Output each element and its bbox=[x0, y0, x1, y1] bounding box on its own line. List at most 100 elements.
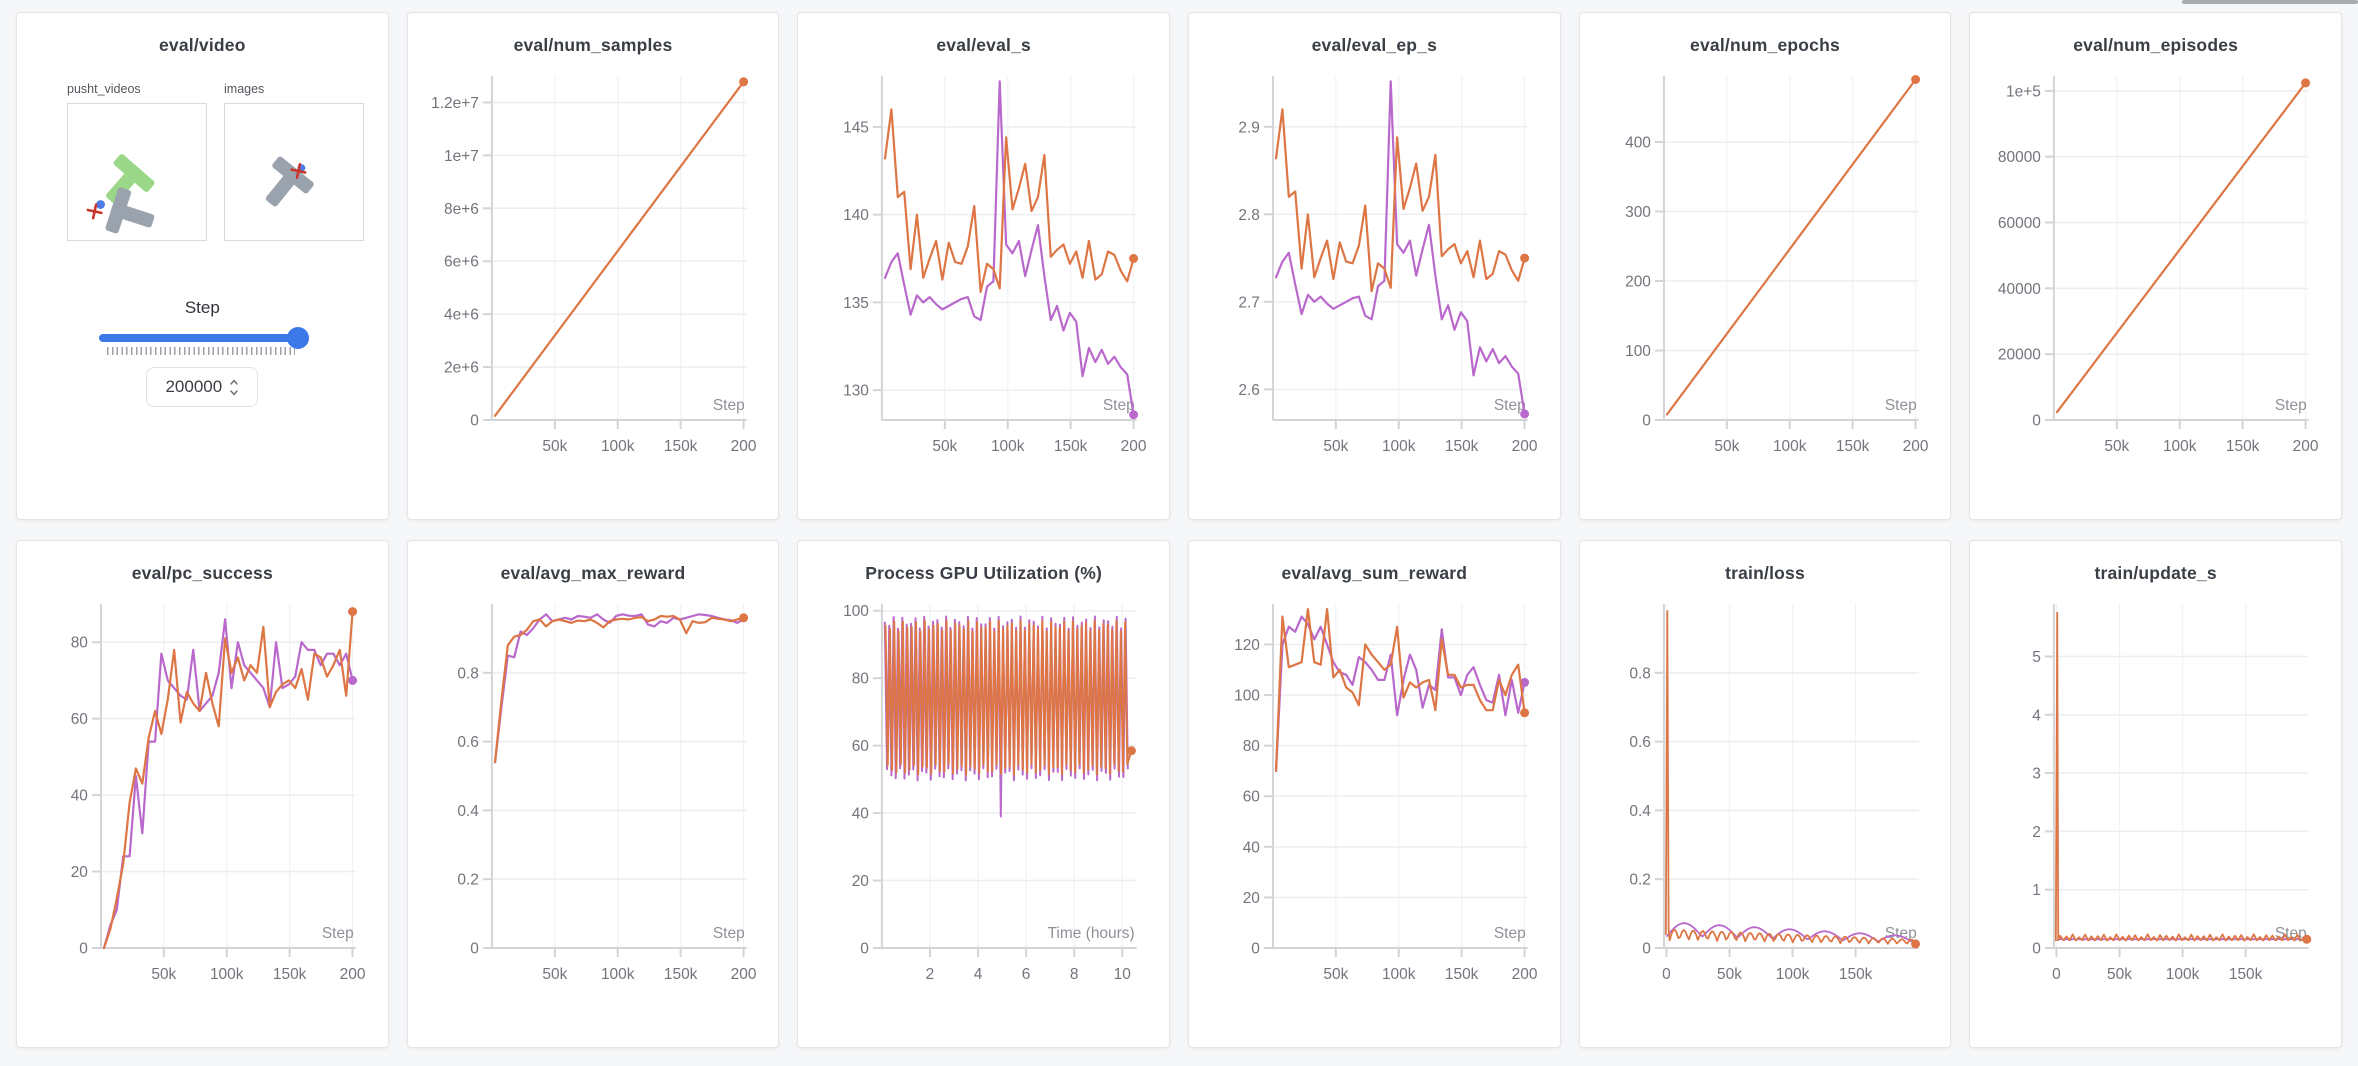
chart-canvas[interactable]: 0 20000 40000 60000 80000 1e+5 50k 100k 150k 200 S… bbox=[1970, 62, 2341, 492]
panel-eval-avg-sum-reward[interactable]: eval/avg_sum_reward 0 20 40 60 80 100 120 50k 10… bbox=[1187, 540, 1561, 1048]
series-end-dot-purple bbox=[1520, 677, 1530, 687]
y-tick-label: 0 bbox=[2033, 940, 2042, 957]
chart-canvas[interactable]: 0 0.2 0.4 0.6 0.8 0 50k 100k 150k Step bbox=[1580, 590, 1951, 1020]
x-tick-label: 100k bbox=[1382, 438, 1416, 455]
series-line-orange bbox=[493, 80, 745, 417]
x-tick-label: 0 bbox=[1662, 966, 1671, 983]
panel-train-update-s[interactable]: train/update_s 0 1 2 3 4 5 0 50k 100k 150k Step bbox=[1969, 540, 2342, 1048]
x-tick-label: 50k bbox=[1717, 966, 1742, 983]
y-tick-label: 40 bbox=[852, 806, 869, 823]
stepper-down-icon[interactable] bbox=[229, 388, 239, 397]
y-tick-label: 145 bbox=[843, 119, 869, 136]
step-slider[interactable] bbox=[99, 327, 310, 355]
panel-eval-num-episodes[interactable]: eval/num_episodes 0 20000 40000 60000 80000 1… bbox=[1969, 12, 2342, 520]
slider-tick-marks bbox=[107, 347, 296, 355]
x-tick-label: 150k bbox=[664, 966, 698, 983]
value-stepper[interactable] bbox=[229, 378, 239, 397]
panel-gpu-utilization[interactable]: Process GPU Utilization (%) 0 20 40 60 80 100… bbox=[797, 540, 1170, 1048]
y-tick-label: 2.8 bbox=[1238, 207, 1260, 224]
chart-title: eval/eval_s bbox=[936, 35, 1031, 55]
y-tick-label: 80 bbox=[1243, 738, 1260, 755]
y-tick-label: 1.2e+7 bbox=[431, 95, 479, 112]
chart-canvas[interactable]: 0 100 200 300 400 50k 100k 150k 200 Step bbox=[1580, 62, 1951, 492]
y-tick-label: 3 bbox=[2033, 766, 2042, 783]
y-tick-label: 0 bbox=[470, 412, 479, 429]
horizontal-scrollbar[interactable] bbox=[2182, 0, 2358, 4]
x-tick-label: 200 bbox=[1121, 438, 1147, 455]
y-tick-label: 1 bbox=[2033, 882, 2042, 899]
chart-title: eval/avg_sum_reward bbox=[1281, 563, 1468, 583]
x-tick-label: 150k bbox=[2226, 438, 2260, 455]
chart-canvas[interactable]: 0 2e+6 4e+6 6e+6 8e+6 1e+7 1.2e+7 50k 100k 150k 20… bbox=[408, 62, 779, 492]
series-end-dot-purple bbox=[1520, 409, 1530, 419]
series-end-dot-purple bbox=[348, 675, 358, 685]
x-tick-label: 50k bbox=[151, 966, 176, 983]
y-tick-label: 0.4 bbox=[457, 803, 479, 820]
series-line-purple bbox=[1274, 615, 1526, 772]
x-tick-label: 100k bbox=[991, 438, 1025, 455]
y-tick-label: 6e+6 bbox=[444, 254, 479, 271]
y-tick-label: 4 bbox=[2033, 707, 2042, 724]
series-line-orange bbox=[2055, 611, 2309, 942]
stepper-up-icon[interactable] bbox=[229, 378, 239, 387]
x-tick-label: 150k bbox=[1445, 966, 1479, 983]
chart-canvas[interactable]: 0 20 40 60 80 50k 100k 150k 200 Step bbox=[17, 590, 388, 1020]
series-line-orange bbox=[102, 610, 354, 950]
panel-eval-avg-max-reward[interactable]: eval/avg_max_reward 0 0.2 0.4 0.6 0.8 50k 100k… bbox=[406, 540, 780, 1048]
target-cross-icon bbox=[290, 162, 307, 180]
x-tick-label: 150k bbox=[664, 438, 698, 455]
x-tick-label: 100k bbox=[601, 966, 635, 983]
chart-canvas[interactable]: 0 20 40 60 80 100 120 50k 100k 150k 200 Step bbox=[1189, 590, 1560, 1020]
panel-title: eval/video bbox=[159, 35, 246, 55]
panel-eval-eval-ep-s[interactable]: eval/eval_ep_s 2.6 2.7 2.8 2.9 50k 100k 150k 20… bbox=[1187, 12, 1561, 520]
x-tick-label: 150k bbox=[1839, 966, 1873, 983]
x-axis-label: Step bbox=[322, 925, 354, 942]
series-line-purple bbox=[493, 613, 745, 764]
panel-eval-video: eval/video pusht_videos bbox=[16, 12, 389, 520]
series-line-orange bbox=[1665, 78, 1917, 416]
step-value[interactable]: 200000 bbox=[165, 377, 223, 396]
series-end-dot-orange bbox=[2302, 934, 2312, 944]
media-row: pusht_videos image bbox=[67, 82, 388, 246]
pusht-video-thumbnail[interactable] bbox=[67, 103, 207, 241]
x-tick-label: 100k bbox=[210, 966, 244, 983]
image-thumbnail[interactable] bbox=[224, 103, 364, 241]
x-tick-label: 2 bbox=[926, 966, 935, 983]
chart-title: train/loss bbox=[1725, 563, 1805, 583]
panel-eval-eval-s[interactable]: eval/eval_s 130 135 140 145 50k 100k 150k 200 St… bbox=[797, 12, 1170, 520]
x-axis-label: Step bbox=[713, 397, 745, 414]
x-tick-label: 150k bbox=[273, 966, 307, 983]
series-line-orange bbox=[1274, 608, 1526, 772]
chart-canvas[interactable]: 130 135 140 145 50k 100k 150k 200 Step bbox=[798, 62, 1169, 492]
series-end-dot-orange bbox=[1520, 253, 1530, 263]
y-tick-label: 0.6 bbox=[1629, 734, 1651, 751]
panel-train-loss[interactable]: train/loss 0 0.2 0.4 0.6 0.8 0 50k 100k 150k Step bbox=[1578, 540, 1952, 1048]
x-tick-label: 50k bbox=[1714, 438, 1739, 455]
chart-canvas[interactable]: 2.6 2.7 2.8 2.9 50k 100k 150k 200 Step bbox=[1189, 62, 1560, 492]
agent-dot-icon bbox=[96, 200, 105, 209]
panel-eval-num-epochs[interactable]: eval/num_epochs 0 100 200 300 400 50k 100k 150k… bbox=[1578, 12, 1952, 520]
y-tick-label: 0 bbox=[1251, 940, 1260, 957]
slider-track[interactable] bbox=[99, 334, 306, 342]
y-tick-label: 1e+5 bbox=[2006, 83, 2041, 100]
x-tick-label: 200 bbox=[340, 966, 366, 983]
media-label: images bbox=[224, 82, 265, 96]
panel-eval-num-samples[interactable]: eval/num_samples 0 2e+6 4e+6 6e+6 8e+6 1e+7 1.… bbox=[406, 12, 780, 520]
x-axis-label: Step bbox=[1885, 925, 1917, 942]
chart-canvas[interactable]: 0 20 40 60 80 100 2 4 6 8 10 Time (hours) bbox=[798, 590, 1169, 1020]
series-line-orange bbox=[1664, 609, 1917, 945]
chart-canvas[interactable]: 0 0.2 0.4 0.6 0.8 50k 100k 150k 200 Step bbox=[408, 590, 779, 1020]
media-pusht-videos[interactable]: pusht_videos bbox=[67, 82, 207, 246]
x-tick-label: 0 bbox=[2052, 966, 2061, 983]
slider-thumb[interactable] bbox=[287, 327, 310, 349]
x-axis-label: Step bbox=[1885, 397, 1917, 414]
y-tick-label: 0 bbox=[861, 940, 870, 957]
x-tick-label: 200 bbox=[730, 966, 756, 983]
media-images[interactable]: images bbox=[224, 82, 364, 246]
step-value-input[interactable]: 200000 bbox=[146, 367, 259, 407]
panel-eval-pc-success[interactable]: eval/pc_success 0 20 40 60 80 50k 100k 150k 200 S… bbox=[16, 540, 389, 1048]
chart-title: Process GPU Utilization (%) bbox=[865, 563, 1103, 583]
y-tick-label: 0 bbox=[79, 940, 88, 957]
